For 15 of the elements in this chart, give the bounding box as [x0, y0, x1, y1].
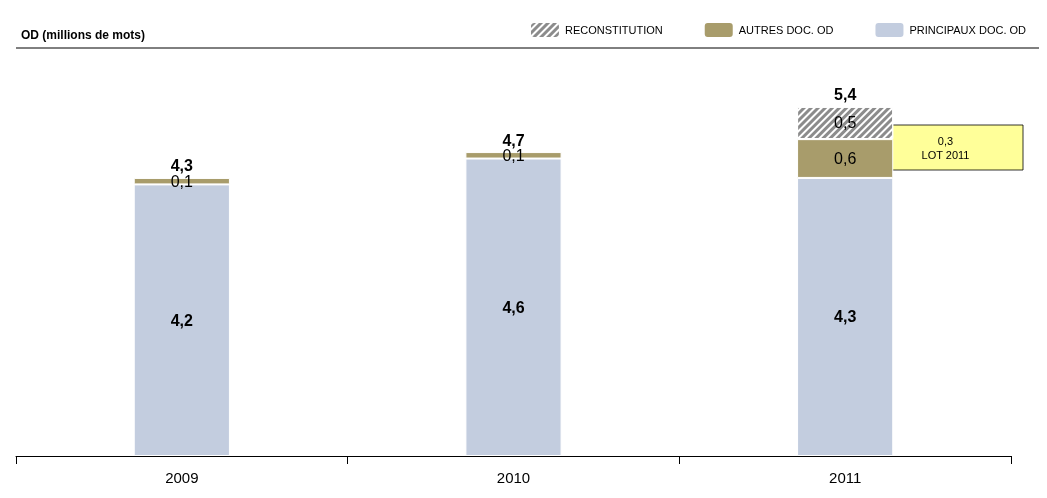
x-tick-label: 2010: [496, 469, 531, 486]
data-label: 0,6: [834, 150, 857, 168]
total-label: 5,4: [834, 86, 857, 104]
legend-label: AUTRES DOC. OD: [738, 24, 834, 36]
data-label: 4,6: [502, 298, 525, 316]
total-label: 4,7: [502, 131, 525, 149]
legend-label: PRINCIPAUX DOC. OD: [909, 24, 1027, 36]
annotation: 0,3 LOT 2011: [921, 134, 970, 161]
x-tick-label: 2011: [829, 469, 862, 486]
legend-label: RECONSTITUTION: [564, 24, 663, 36]
chart-title: OD (millions de mots): [21, 28, 146, 42]
x-tick-label: 2009: [165, 469, 199, 486]
data-label: 4,3: [834, 308, 857, 326]
total-label: 4,3: [170, 157, 194, 175]
data-label: 4,2: [170, 311, 194, 329]
